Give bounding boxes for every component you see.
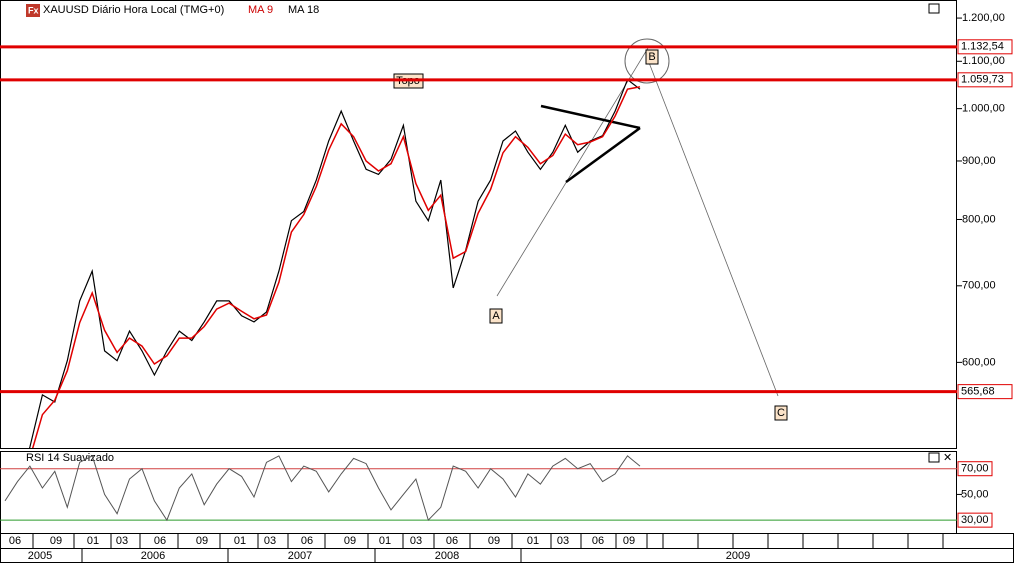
annotation-box [645,49,659,65]
level-label: 565,68 [961,386,995,398]
year-label: 2008 [435,550,459,562]
rsi-pane [0,451,957,534]
year-label: 2009 [726,550,750,562]
level-label-box [957,72,1013,88]
level-label-box [957,39,1013,55]
y-tick-label: 1.000,00 [962,103,1005,115]
annotation: B [648,51,655,63]
fx-icon-text: Fx [28,5,39,15]
close-button[interactable]: ✕ [943,452,952,464]
indicator-label[interactable]: MA 9 [248,4,273,16]
y-tick-label: 800,00 [962,213,996,225]
month-label: 03 [410,535,422,547]
month-label: 09 [623,535,635,547]
y-tick-label: 1.100,00 [962,55,1005,67]
level-label-box [957,384,1013,400]
indicator-label[interactable]: MA 18 [288,4,319,16]
month-label: 01 [379,535,391,547]
month-label: 09 [488,535,500,547]
main-pane [0,0,957,449]
month-label: 01 [527,535,539,547]
annotation-box [774,405,788,421]
annotation-box [489,308,503,324]
annotation: A [492,310,500,322]
month-label: 09 [196,535,208,547]
tick-label-box [957,512,993,528]
plot-area [29,78,641,448]
rsi-title[interactable]: RSI 14 Suavizado [26,452,114,464]
triangle-line [565,126,641,184]
month-label: 01 [234,535,246,547]
month-label: 01 [87,535,99,547]
triangle-line [540,104,641,130]
rsi-line [4,455,641,522]
level-label: 1.132,54 [961,41,1004,53]
y-tick-label: 700,00 [962,280,996,292]
series-line [29,78,641,448]
annotation: C [777,407,785,419]
month-label: 06 [154,535,166,547]
year-label: 2006 [141,550,165,562]
drawings [496,38,779,397]
rsi-area [4,455,641,522]
series-line [31,86,641,448]
trend-line [496,47,649,297]
year-label: 2005 [28,550,52,562]
month-label: 06 [592,535,604,547]
maximize-button[interactable] [928,452,940,463]
y-tick-label: 70,00 [961,463,989,475]
level-label: 1.059,73 [961,74,1004,86]
month-label: 03 [116,535,128,547]
tick-label-box [957,461,993,477]
month-label: 06 [301,535,313,547]
month-label: 03 [264,535,276,547]
y-tick-label: 30,00 [961,514,989,526]
y-tick-label: 1.200,00 [962,12,1005,24]
month-label: 09 [344,535,356,547]
month-label: 06 [446,535,458,547]
fx-icon [26,4,40,17]
y-tick-label: 50,00 [961,488,989,500]
trend-line [647,59,779,397]
year-label: 2007 [288,550,312,562]
y-tick-label: 900,00 [962,155,996,167]
y-tick-label: 600,00 [962,356,996,368]
highlight-circle [624,38,670,84]
month-label: 09 [50,535,62,547]
month-label: 06 [9,535,21,547]
month-label: 03 [557,535,569,547]
chart-title[interactable]: XAUUSD Diário Hora Local (TMG+0) [43,4,224,16]
maximize-button[interactable] [928,3,940,14]
